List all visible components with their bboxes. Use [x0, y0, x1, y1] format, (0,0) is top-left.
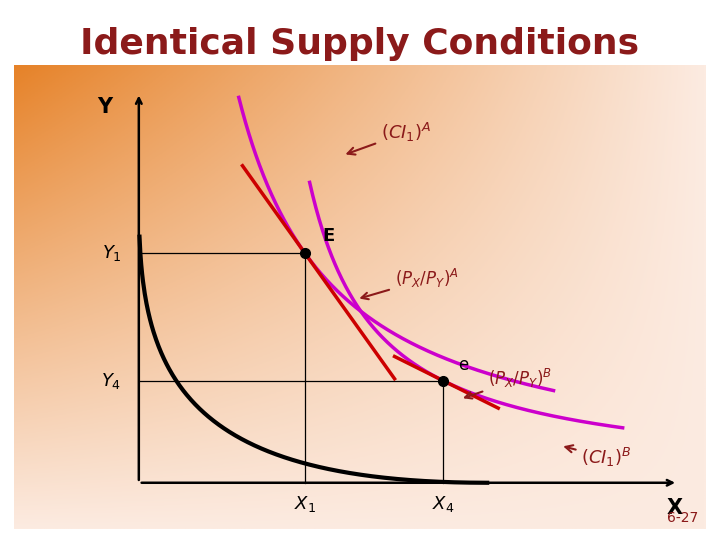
Text: X: X	[667, 498, 683, 518]
Text: E: E	[322, 227, 334, 245]
Text: $X_4$: $X_4$	[432, 494, 454, 514]
Text: $X_1$: $X_1$	[294, 494, 315, 514]
Text: $(CI_1)^A$: $(CI_1)^A$	[348, 121, 431, 154]
Text: 6-27: 6-27	[667, 510, 698, 524]
Text: $Y_1$: $Y_1$	[102, 243, 122, 263]
Text: e: e	[458, 356, 469, 374]
Text: $(P_X/P_Y)^A$: $(P_X/P_Y)^A$	[361, 267, 459, 299]
Text: Y: Y	[96, 97, 112, 117]
Text: $(CI_1)^B$: $(CI_1)^B$	[565, 446, 631, 469]
Text: $Y_4$: $Y_4$	[102, 370, 122, 390]
Text: $(P_X/P_Y)^B$: $(P_X/P_Y)^B$	[465, 367, 552, 399]
Text: Identical Supply Conditions: Identical Supply Conditions	[81, 27, 639, 61]
